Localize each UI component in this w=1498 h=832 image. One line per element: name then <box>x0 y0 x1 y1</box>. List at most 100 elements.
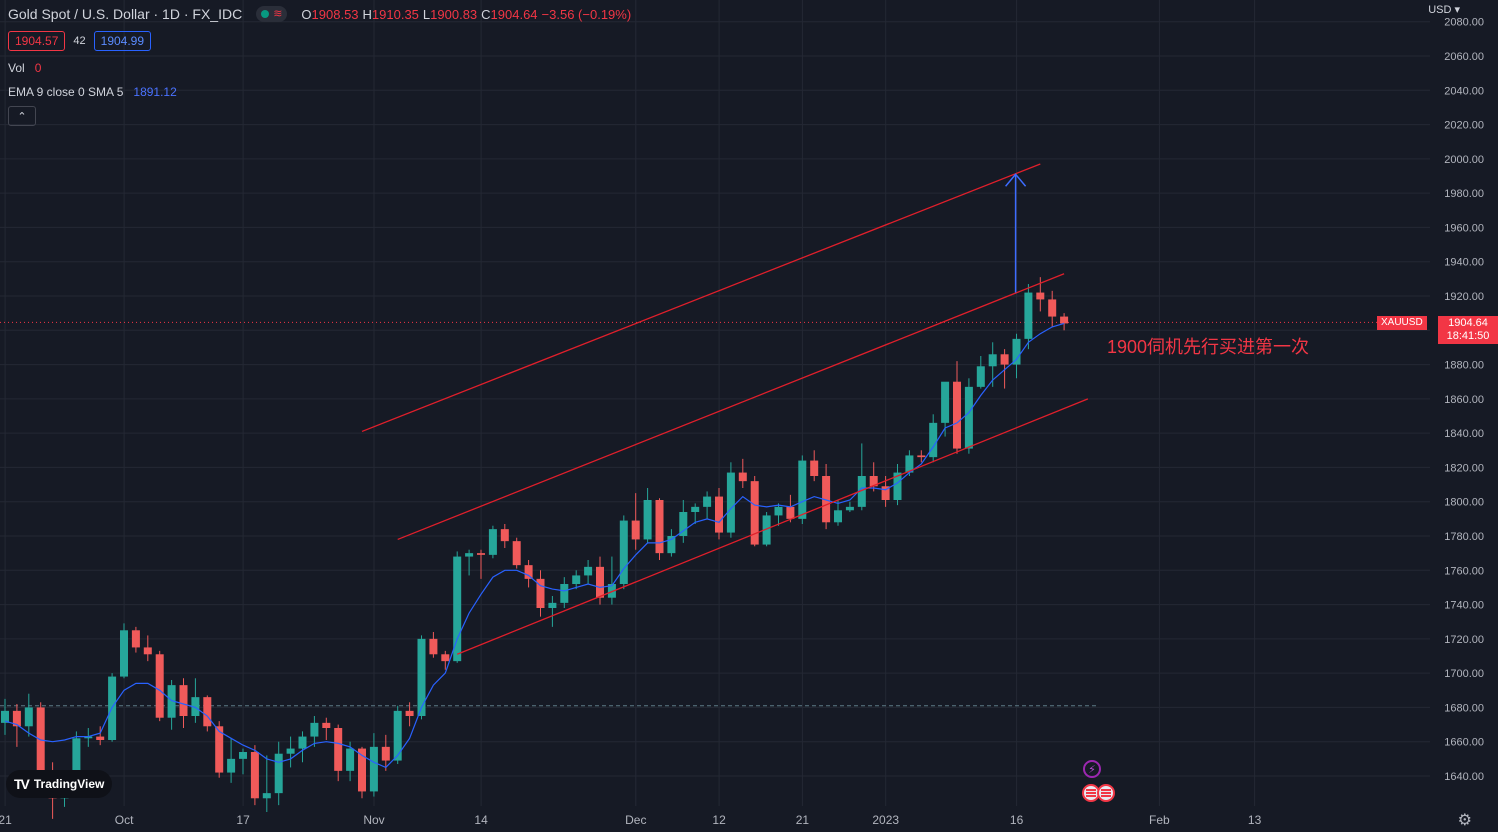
candle-body <box>215 726 224 773</box>
candle-body <box>798 460 807 519</box>
candle-body <box>691 506 700 512</box>
candle-body <box>631 520 640 540</box>
price-axis[interactable]: 1640.00 1660.00 1680.00 1700.00 1720.00 1740.… <box>1430 0 1498 832</box>
open-label: O <box>301 6 312 22</box>
indicator-row[interactable]: EMA 9 close 0 SMA 5 1891.12 <box>8 82 631 102</box>
current-price-label: 1904.64 18:41:50 <box>1438 316 1498 344</box>
tradingview-mark-icon: TV <box>14 776 30 792</box>
channel-trendline[interactable] <box>361 163 1041 433</box>
chart-annotation-text[interactable]: 1900伺机先行买进第一次 <box>1107 337 1310 357</box>
candle <box>607 556 616 605</box>
candle-body <box>322 722 331 728</box>
candle <box>1024 284 1033 350</box>
price-tick-label: 1840.00 <box>1444 428 1484 440</box>
candle-body <box>512 541 521 566</box>
volume-label: Vol <box>8 61 25 75</box>
chevron-up-icon[interactable]: ⌃ <box>8 106 36 126</box>
candle <box>477 549 485 579</box>
market-status[interactable]: ≋ <box>256 6 288 22</box>
price-tick-label: 1640.00 <box>1444 771 1484 783</box>
candle-body <box>643 500 652 540</box>
candle-body <box>429 638 438 655</box>
low-label: L <box>422 6 431 22</box>
bar-countdown: 18:41:50 <box>1446 330 1490 342</box>
candle-body <box>393 710 402 761</box>
us-flag-icon[interactable] <box>1097 784 1115 802</box>
price-tick-label: 1720.00 <box>1444 634 1484 646</box>
time-tick-label: Oct <box>115 813 134 827</box>
tradingview-logo[interactable]: TV TradingView <box>6 770 113 798</box>
candles <box>1 277 1069 819</box>
price-tick-label: 1700.00 <box>1444 668 1484 680</box>
candle <box>191 678 200 723</box>
candle <box>1012 333 1021 379</box>
candle-body <box>524 565 533 579</box>
close-label: C <box>481 6 491 22</box>
candle-body <box>679 512 688 536</box>
candle <box>239 748 247 775</box>
gear-icon[interactable]: ⚙ <box>1457 812 1472 829</box>
price-tick-label: 1880.00 <box>1444 360 1484 372</box>
candle-body <box>96 736 105 740</box>
channel-trendline[interactable] <box>456 398 1089 655</box>
candle <box>572 570 581 590</box>
time-axis[interactable]: 21 Oct 17 Nov 14 Dec 12 21 2023 16 Feb 13 <box>0 813 1262 827</box>
candle-body <box>1012 338 1021 365</box>
candle <box>869 462 878 492</box>
lightning-icon[interactable]: ⚡ <box>1083 760 1101 778</box>
candle <box>405 702 414 727</box>
candle-body <box>167 685 176 718</box>
candle <box>12 704 21 747</box>
price-tick-label: 2020.00 <box>1444 120 1484 132</box>
time-tick-label: Feb <box>1149 813 1170 827</box>
candle <box>131 626 140 653</box>
candle-body <box>953 381 961 449</box>
candle <box>857 443 866 511</box>
candle <box>1 698 9 735</box>
candle-body <box>905 455 914 473</box>
candle <box>36 702 45 783</box>
candle <box>429 632 438 658</box>
legend: Gold Spot / U.S. Dollar · 1D · FX_IDC ≋ … <box>8 4 631 126</box>
candle <box>953 361 961 454</box>
candle-body <box>465 553 474 557</box>
candle-body <box>822 476 831 523</box>
candle <box>893 464 902 506</box>
horizontal-lines <box>0 321 1378 707</box>
candle-body <box>607 584 616 598</box>
sell-button[interactable]: 1904.57 <box>8 31 66 51</box>
candle <box>1048 290 1057 327</box>
candle <box>488 525 497 559</box>
time-tick-label: 16 <box>1010 813 1024 827</box>
channel-trendline[interactable] <box>397 273 1065 541</box>
candle <box>215 721 224 778</box>
candle-body <box>405 710 414 716</box>
candle-body <box>1024 292 1033 339</box>
candle <box>750 476 759 547</box>
candle <box>822 464 831 530</box>
candle <box>584 560 593 584</box>
candle-body <box>155 654 164 718</box>
currency-selector[interactable]: USD ▾ <box>1428 4 1460 16</box>
candle-body <box>1 710 9 723</box>
candle <box>24 693 33 737</box>
candle-body <box>298 736 307 749</box>
candle-body <box>334 728 343 771</box>
candle-body <box>738 472 747 482</box>
candle <box>262 755 271 812</box>
price-tick-label: 2060.00 <box>1444 51 1484 63</box>
buy-button[interactable]: 1904.99 <box>93 31 152 51</box>
candle-body <box>845 506 854 511</box>
drawings[interactable] <box>361 163 1089 655</box>
candle-body <box>203 697 212 727</box>
volume-row[interactable]: Vol 0 <box>8 58 631 78</box>
symbol-title[interactable]: Gold Spot / U.S. Dollar · 1D · FX_IDC <box>8 6 243 22</box>
candle <box>1060 313 1069 331</box>
candle <box>1000 349 1009 389</box>
candle <box>798 455 807 524</box>
candle-body <box>84 736 93 739</box>
candle <box>631 493 640 550</box>
candle-body <box>1060 316 1069 324</box>
price-tick-label: 1960.00 <box>1444 222 1484 234</box>
